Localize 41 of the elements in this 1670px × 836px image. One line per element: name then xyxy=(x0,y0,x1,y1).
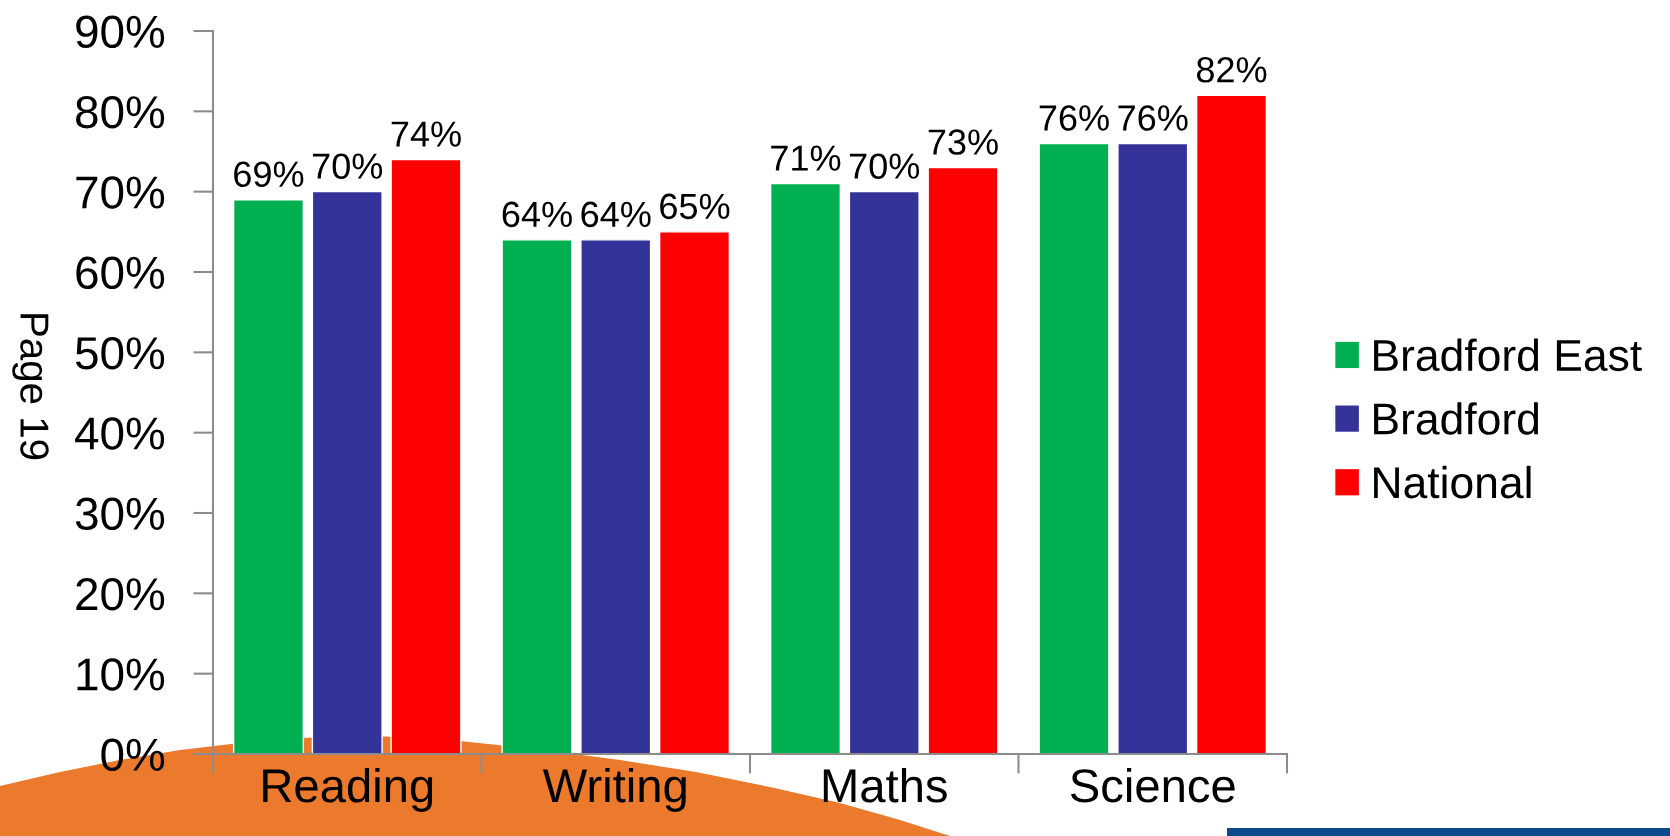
x-tick-label: Writing xyxy=(542,767,686,812)
y-tick-label: 60% xyxy=(76,256,165,290)
data-label: 71% xyxy=(771,145,841,171)
legend-label: Bradford xyxy=(1374,402,1539,435)
y-tick-label: 10% xyxy=(77,658,165,691)
bar xyxy=(1038,142,1110,754)
bar xyxy=(927,166,999,754)
bar xyxy=(1117,142,1189,754)
y-tick-label: 50% xyxy=(75,336,165,370)
x-tick-label: Science xyxy=(1070,767,1235,803)
data-label: 76% xyxy=(1118,105,1188,131)
y-tick-label: 70% xyxy=(76,176,165,209)
bar xyxy=(501,239,573,754)
y-tick-label: 20% xyxy=(76,577,165,611)
y-tick-label: 80% xyxy=(76,95,165,129)
data-label: 76% xyxy=(1039,105,1109,131)
data-label: 64% xyxy=(502,201,572,228)
bar xyxy=(232,199,305,754)
x-tick-label: Reading xyxy=(263,767,433,812)
data-label: 70% xyxy=(849,153,920,179)
x-tick-label: Maths xyxy=(823,767,947,803)
data-label: 74% xyxy=(391,121,461,147)
legend-label: National xyxy=(1374,465,1531,499)
bar xyxy=(390,158,462,754)
data-label: 73% xyxy=(928,129,998,155)
y-tick-label: 30% xyxy=(75,497,165,531)
data-label: 69% xyxy=(234,161,304,188)
bar xyxy=(580,239,652,754)
data-label: 65% xyxy=(660,193,730,220)
bar xyxy=(658,231,731,754)
bar xyxy=(1195,94,1268,754)
data-label: 82% xyxy=(1196,57,1267,83)
data-label: 70% xyxy=(312,153,383,179)
bar xyxy=(311,190,383,754)
y-tick-label: 40% xyxy=(75,417,165,450)
legend-label: Bradford East xyxy=(1374,338,1642,372)
y-tick-label: 90% xyxy=(76,15,165,49)
bar xyxy=(769,182,842,754)
bar xyxy=(848,190,920,754)
text: Page 19 xyxy=(12,314,49,460)
data-label: 64% xyxy=(581,201,651,228)
